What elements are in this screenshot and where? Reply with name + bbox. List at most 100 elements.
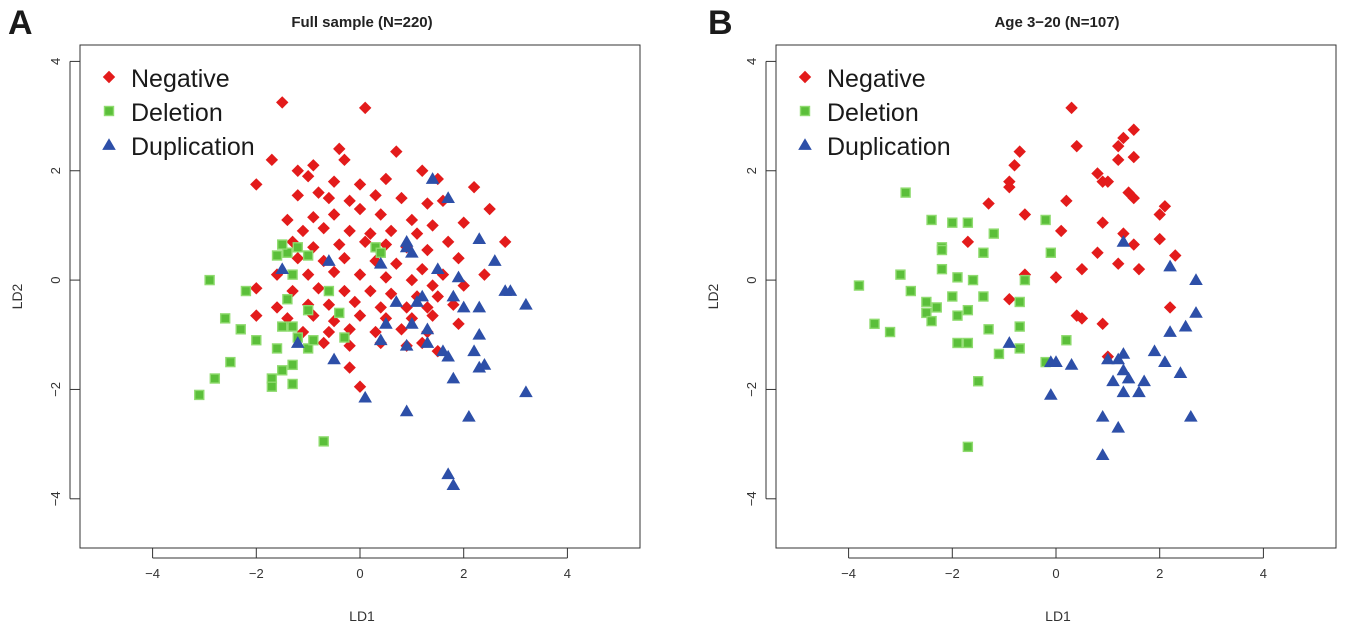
legend-marker-deletion — [799, 105, 811, 117]
data-point-negative — [353, 380, 367, 393]
data-point-negative — [338, 252, 351, 265]
data-point-negative — [291, 252, 304, 265]
y-axis-label: LD2 — [705, 283, 721, 309]
data-point-duplication — [446, 478, 461, 491]
data-point-duplication — [373, 256, 388, 269]
data-point-negative — [1158, 200, 1172, 213]
data-point-negative — [333, 142, 346, 156]
data-point-deletion — [978, 291, 989, 302]
x-tick-label: 2 — [1156, 566, 1163, 581]
data-point-deletion — [1014, 321, 1025, 332]
data-point-negative — [358, 101, 372, 115]
data-point-negative — [1091, 246, 1104, 259]
data-point-negative — [1117, 131, 1130, 145]
data-point-negative — [1054, 224, 1068, 238]
data-point-duplication — [1116, 385, 1131, 398]
y-tick-label: 0 — [48, 276, 63, 283]
panel-letter-b: B — [708, 4, 733, 42]
x-tick-label: −2 — [945, 566, 960, 581]
data-point-negative — [1013, 145, 1026, 158]
data-point-negative — [1060, 194, 1073, 208]
data-point-negative — [478, 268, 491, 281]
data-point-negative — [405, 273, 419, 287]
data-point-duplication — [1101, 352, 1115, 365]
data-point-negative — [322, 298, 336, 311]
data-point-duplication — [503, 284, 518, 296]
data-point-deletion — [271, 343, 283, 354]
legend-label-negative: Negative — [131, 65, 230, 93]
data-point-deletion — [973, 376, 984, 387]
data-point-deletion — [339, 332, 350, 343]
data-point-deletion — [936, 244, 948, 256]
chart-title-b: Age 3−20 (N=107) — [994, 14, 1120, 31]
data-point-deletion — [302, 250, 314, 261]
data-point-negative — [369, 325, 382, 339]
data-point-deletion — [292, 242, 303, 253]
data-point-negative — [1127, 238, 1140, 251]
x-axis-label: LD1 — [349, 608, 375, 624]
data-point-negative — [364, 227, 377, 240]
data-point-negative — [301, 268, 315, 281]
legend-marker-deletion — [103, 105, 115, 117]
data-point-negative — [457, 279, 470, 292]
legend: Negative Deletion Duplication — [798, 65, 951, 161]
data-point-negative — [327, 208, 341, 221]
data-point-duplication — [456, 300, 471, 313]
data-point-duplication — [1106, 374, 1120, 387]
x-tick-label: 0 — [356, 566, 363, 581]
data-point-negative — [405, 213, 419, 227]
data-point-negative — [390, 145, 403, 158]
data-point-negative — [276, 96, 289, 109]
data-point-duplication — [472, 300, 487, 313]
data-point-deletion — [1061, 335, 1072, 346]
data-point-negative — [447, 298, 460, 311]
data-point-deletion — [983, 324, 994, 335]
data-point-negative — [452, 252, 465, 265]
data-point-deletion — [988, 228, 999, 239]
data-point-negative — [317, 336, 330, 350]
data-point-deletion — [282, 294, 293, 305]
data-points — [194, 96, 533, 491]
data-point-deletion — [318, 436, 329, 447]
legend: Negative Deletion Duplication — [102, 65, 255, 161]
data-point-duplication — [1095, 448, 1110, 460]
data-point-negative — [1003, 293, 1016, 306]
data-point-negative — [333, 238, 346, 251]
data-point-deletion — [952, 272, 963, 283]
data-point-negative — [317, 221, 330, 235]
data-point-negative — [250, 309, 263, 322]
data-point-duplication — [477, 358, 492, 370]
data-point-duplication — [322, 254, 336, 266]
data-point-negative — [379, 172, 393, 186]
y-tick-label: 0 — [744, 276, 759, 283]
data-point-negative — [421, 301, 434, 314]
data-point-negative — [1008, 159, 1021, 172]
data-point-duplication — [389, 295, 404, 307]
data-point-deletion — [240, 285, 252, 297]
data-point-negative — [395, 191, 408, 205]
data-point-negative — [296, 224, 310, 238]
data-point-negative — [421, 197, 434, 210]
data-point-duplication — [1116, 347, 1131, 359]
data-point-negative — [343, 361, 356, 374]
y-tick-label: −4 — [744, 491, 759, 506]
data-point-deletion — [334, 307, 345, 319]
data-point-negative — [312, 282, 325, 295]
data-point-duplication — [1049, 355, 1063, 368]
data-point-negative — [426, 279, 439, 292]
data-point-negative — [410, 227, 424, 240]
data-point-negative — [457, 216, 470, 229]
x-tick-label: 4 — [564, 566, 571, 581]
data-point-duplication — [1178, 319, 1193, 332]
data-point-negative — [250, 178, 263, 191]
data-point-duplication — [462, 409, 476, 422]
data-point-duplication — [441, 467, 455, 480]
data-point-deletion — [952, 337, 963, 349]
panel-letter-a: A — [8, 4, 33, 42]
data-point-negative — [353, 178, 367, 191]
data-point-negative — [1169, 249, 1182, 262]
data-point-deletion — [287, 269, 298, 280]
data-point-negative — [1132, 262, 1146, 276]
data-point-deletion — [271, 250, 283, 261]
y-tick-label: −2 — [48, 382, 63, 397]
